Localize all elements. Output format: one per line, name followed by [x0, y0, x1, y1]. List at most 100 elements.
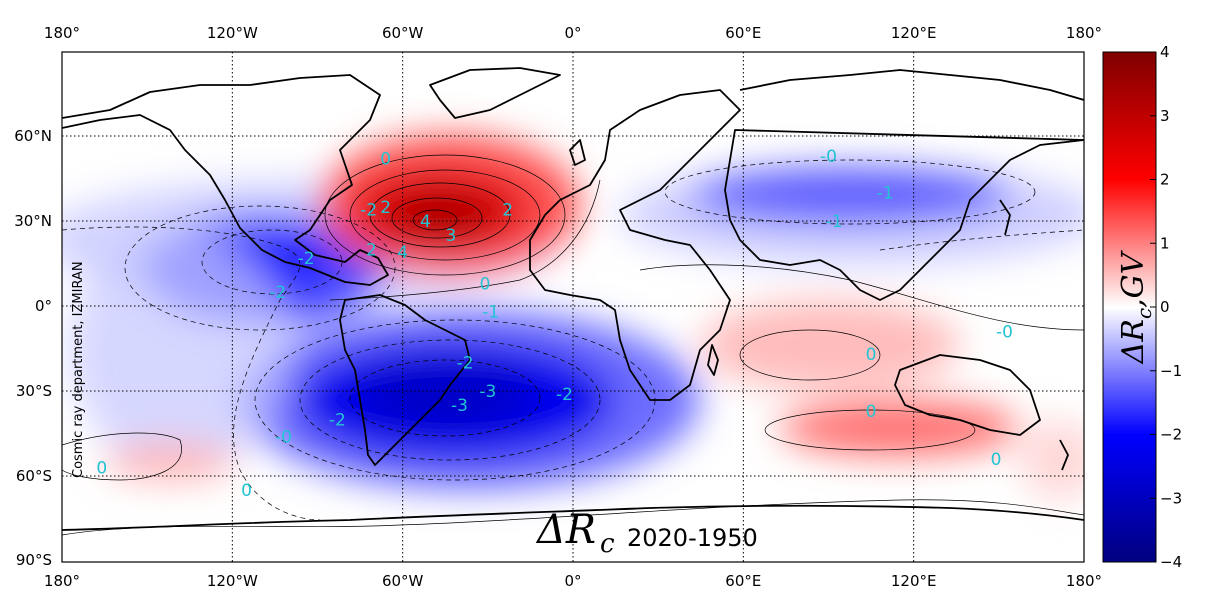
coast-greenland	[429, 67, 561, 119]
coast-madagascar	[707, 344, 719, 376]
anomaly-field	[62, 135, 1084, 500]
contour-label: -3	[451, 396, 468, 416]
colorbar-tick-label: −1	[1160, 362, 1182, 380]
contour-atl-5	[412, 209, 458, 231]
title-math: ΔR	[535, 507, 596, 553]
colorbar-tick-label: −4	[1160, 553, 1182, 571]
contour-neg-siberia	[664, 159, 1036, 225]
colorbar-tick-label: 3	[1160, 107, 1170, 125]
contour-label: 0	[991, 450, 1002, 470]
contour-lines	[62, 154, 1084, 536]
contour-atl-4	[391, 197, 483, 239]
credit-text: Cosmic ray department, IZMIRAN	[71, 261, 86, 478]
contour-label: 2	[366, 240, 377, 260]
longitude-label-bottom: 120°E	[891, 572, 937, 590]
contour-southern	[764, 409, 976, 451]
longitude-label-top: 180°	[44, 24, 80, 42]
contour-neg-ca-1	[124, 205, 396, 331]
contour-atl-3	[369, 182, 511, 248]
contour-neg-south-2	[299, 339, 601, 461]
contour-south-pacific	[62, 432, 182, 481]
contour-label: -2	[298, 249, 315, 269]
latitude-label: 30°S	[16, 382, 52, 400]
colorbar-title-text: ΔRc,GV	[1116, 249, 1156, 364]
contour-label: -0	[996, 323, 1013, 343]
field-pacific-neg	[70, 230, 290, 470]
latitude-label: 90°S	[16, 551, 52, 569]
colorbar-tick-label: 2	[1160, 171, 1170, 189]
longitude-label-top: 120°E	[891, 24, 937, 42]
title-period: 2020-1950	[627, 524, 758, 552]
contour-label: 4	[420, 212, 431, 232]
field-far-east	[1020, 420, 1084, 500]
contour-label: -0	[275, 427, 292, 447]
contour-label: 0	[380, 150, 391, 170]
colorbar-tick-label: −3	[1160, 489, 1182, 507]
contour-label: 0	[866, 345, 877, 365]
latitude-label: 60°N	[14, 127, 52, 145]
contour-label: 0	[241, 481, 252, 501]
longitude-label-bottom: 180°	[1066, 572, 1102, 590]
contour-atl-2	[349, 169, 541, 261]
contour-label: 2	[502, 201, 513, 221]
colorbar-tick-label: 4	[1160, 43, 1170, 61]
contour-label: -3	[479, 382, 496, 402]
latitude-label: 30°N	[14, 212, 52, 230]
colorbar-tick-label: 1	[1160, 234, 1170, 252]
colorbar-ticks: 4 3 2 1 0 −1 −2 −3 −4	[1150, 43, 1182, 571]
field-atlantic-deep	[385, 190, 495, 240]
contour-label: -1	[826, 212, 843, 232]
coast-antarctica	[62, 504, 1084, 531]
coast-new-zealand	[1059, 439, 1069, 471]
contour-atl-1	[324, 154, 566, 276]
latitude-labels: 60°N 30°N 0° 30°S 60°S 90°S	[14, 127, 52, 569]
contour-neg-pacific	[62, 226, 321, 521]
coast-asia	[724, 69, 1084, 301]
colorbar: 4 3 2 1 0 −1 −2 −3 −4 ΔRc,GV	[1102, 43, 1182, 571]
field-south-deep	[355, 360, 535, 430]
latitude-label: 60°S	[16, 467, 52, 485]
contour-label: 0	[96, 459, 107, 479]
longitude-label-top: 60°E	[725, 24, 761, 42]
contour-antarctic	[62, 499, 1084, 536]
contour-label: -2	[269, 283, 286, 303]
longitude-labels-top: 180° 120°W 60°W 0° 60°E 120°E 180°	[44, 24, 1102, 42]
coast-australia	[894, 354, 1041, 436]
coastlines	[62, 67, 1084, 531]
coast-japan	[999, 199, 1011, 236]
field-indian	[700, 300, 960, 390]
contour-neg-south-3	[349, 359, 541, 437]
contour-label: 0	[866, 402, 877, 422]
contour-label: -1	[877, 184, 894, 204]
contour-label: -2	[556, 385, 573, 405]
contour-label: 0	[480, 274, 491, 294]
title-math-sub: c	[600, 529, 615, 559]
contour-indian	[739, 329, 881, 381]
contour-label: -2	[329, 410, 346, 430]
contour-label: -2	[360, 201, 377, 221]
colorbar-title: ΔRc,GV	[1116, 249, 1156, 364]
coast-europe-africa	[529, 89, 741, 401]
contour-label: -1	[482, 303, 499, 323]
contour-label: 3	[446, 226, 457, 246]
map-frame	[61, 51, 1085, 563]
longitude-label-bottom: 0°	[564, 572, 581, 590]
longitude-label-top: 120°W	[207, 24, 258, 42]
contour-label: -2	[457, 354, 474, 374]
contour-neg-east	[879, 229, 1084, 251]
field-south-pacific	[105, 444, 235, 480]
longitude-label-top: 0°	[564, 24, 581, 42]
coast-south-america	[339, 294, 471, 466]
contour-label: 2	[380, 198, 391, 218]
colorbar-tick-label: 0	[1160, 298, 1170, 316]
longitude-label-top: 180°	[1066, 24, 1102, 42]
colorbar-gradient	[1103, 52, 1156, 562]
contour-label: -0	[820, 147, 837, 167]
longitude-label-top: 60°W	[382, 24, 424, 42]
longitude-label-bottom: 60°W	[382, 572, 424, 590]
contour-label: 4	[397, 243, 408, 263]
field-southern-ocean	[780, 400, 1020, 456]
